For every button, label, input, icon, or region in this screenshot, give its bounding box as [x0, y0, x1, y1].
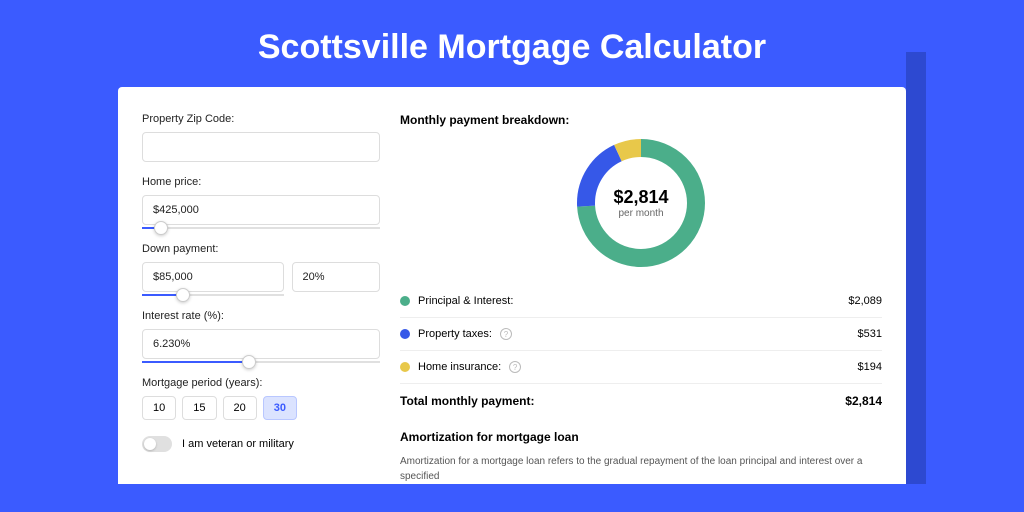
inputs-column: Property Zip Code: Home price: $425,000 … — [142, 113, 380, 484]
home-price-label: Home price: — [142, 176, 380, 188]
veteran-label: I am veteran or military — [182, 438, 294, 450]
home-price-input[interactable]: $425,000 — [142, 195, 380, 225]
veteran-row: I am veteran or military — [142, 436, 380, 452]
amortization-title: Amortization for mortgage loan — [400, 430, 882, 444]
card-edge-shadow — [906, 52, 926, 484]
info-icon[interactable]: ? — [500, 328, 512, 340]
zip-group: Property Zip Code: — [142, 113, 380, 162]
interest-rate-label: Interest rate (%): — [142, 310, 380, 322]
down-payment-group: Down payment: $85,000 20% — [142, 243, 380, 296]
amortization-text: Amortization for a mortgage loan refers … — [400, 454, 882, 484]
page-title: Scottsville Mortgage Calculator — [0, 0, 1024, 87]
breakdown-value: $2,089 — [848, 295, 882, 307]
legend-dot — [400, 329, 410, 339]
total-value: $2,814 — [845, 394, 882, 408]
total-line: Total monthly payment: $2,814 — [400, 383, 882, 408]
period-label: Mortgage period (years): — [142, 377, 380, 389]
donut-chart: $2,814 per month — [577, 139, 705, 267]
down-payment-slider[interactable] — [142, 294, 284, 296]
breakdown-title: Monthly payment breakdown: — [400, 113, 882, 127]
interest-rate-input[interactable]: 6.230% — [142, 329, 380, 359]
home-price-group: Home price: $425,000 — [142, 176, 380, 229]
down-payment-amount-input[interactable]: $85,000 — [142, 262, 284, 292]
interest-rate-slider-thumb[interactable] — [242, 355, 256, 369]
interest-rate-slider[interactable] — [142, 361, 380, 363]
period-option-15[interactable]: 15 — [182, 396, 216, 420]
down-payment-percent-input[interactable]: 20% — [292, 262, 380, 292]
breakdown-line: Property taxes:? $531 — [400, 317, 882, 350]
period-option-10[interactable]: 10 — [142, 396, 176, 420]
period-options: 1015 2030 — [142, 396, 380, 420]
breakdown-value: $194 — [858, 361, 882, 373]
total-label: Total monthly payment: — [400, 394, 534, 408]
calculator-card: Property Zip Code: Home price: $425,000 … — [118, 87, 906, 484]
donut-sub: per month — [618, 208, 663, 219]
interest-rate-group: Interest rate (%): 6.230% — [142, 310, 380, 363]
breakdown-line: Home insurance:? $194 — [400, 350, 882, 383]
home-price-slider[interactable] — [142, 227, 380, 229]
legend-dot — [400, 362, 410, 372]
veteran-toggle[interactable] — [142, 436, 172, 452]
zip-input[interactable] — [142, 132, 380, 162]
donut-amount: $2,814 — [613, 187, 668, 208]
period-option-20[interactable]: 20 — [223, 396, 257, 420]
zip-label: Property Zip Code: — [142, 113, 380, 125]
donut-wrap: $2,814 per month — [400, 139, 882, 267]
home-price-slider-thumb[interactable] — [154, 221, 168, 235]
breakdown-label: Home insurance: — [418, 361, 501, 373]
breakdown-line: Principal & Interest: $2,089 — [400, 285, 882, 317]
breakdown-label: Principal & Interest: — [418, 295, 513, 307]
legend-dot — [400, 296, 410, 306]
donut-center: $2,814 per month — [577, 139, 705, 267]
period-option-30[interactable]: 30 — [263, 396, 297, 420]
veteran-toggle-knob — [144, 438, 156, 450]
info-icon[interactable]: ? — [509, 361, 521, 373]
breakdown-value: $531 — [858, 328, 882, 340]
down-payment-label: Down payment: — [142, 243, 380, 255]
period-group: Mortgage period (years): 1015 2030 — [142, 377, 380, 420]
amortization-section: Amortization for mortgage loan Amortizat… — [400, 430, 882, 484]
breakdown-column: Monthly payment breakdown: $2,814 per mo… — [400, 113, 882, 484]
breakdown-label: Property taxes: — [418, 328, 492, 340]
down-payment-slider-thumb[interactable] — [176, 288, 190, 302]
